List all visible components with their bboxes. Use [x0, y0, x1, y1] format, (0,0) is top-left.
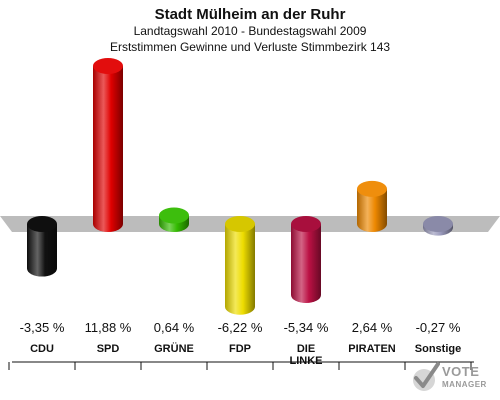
- category-label-gr-ne: GRÜNE: [154, 342, 194, 355]
- bar-cap-fdp: [225, 216, 255, 232]
- category-axis: CDU SPD GRÜNE FDP DIE LINKE PIRATEN Sonstige: [8, 342, 474, 370]
- bar-sonstige: [423, 216, 453, 236]
- value-label-cdu: -3,35 %: [20, 320, 65, 335]
- bar-cap-cdu: [27, 216, 57, 232]
- chart-subtitle-election: Landtagswahl 2010 - Bundestagswahl 2009: [133, 24, 367, 38]
- checkmark-icon: [413, 362, 440, 391]
- value-label-fdp: -6,22 %: [218, 320, 263, 335]
- value-labels-group: -3,35 % 11,88 % 0,64 % -6,22 % -5,34 % 2,64 %…: [20, 320, 461, 335]
- bar-end-die-linke: [291, 287, 321, 304]
- bar-die-linke: [291, 216, 321, 304]
- bar-body-spd: [93, 65, 123, 224]
- category-label-sonstige: Sonstige: [415, 343, 461, 355]
- value-label-spd: 11,88 %: [85, 320, 132, 335]
- bar-cap-sonstige: [423, 216, 453, 232]
- logo-line1: VOTE: [442, 364, 480, 379]
- vote-manager-logo: VOTE MANAGER: [412, 358, 494, 396]
- bar-cap-spd: [93, 57, 123, 74]
- chart-subtitle-district: Erststimmen Gewinne und Verluste Stimmbe…: [109, 40, 391, 54]
- bar-spd: [93, 57, 123, 232]
- category-label-fdp: FDP: [229, 343, 251, 355]
- bar-body-die-linke: [291, 224, 321, 296]
- bar-piraten: [357, 180, 387, 232]
- category-label-spd: SPD: [97, 343, 120, 355]
- category-label-piraten: PIRATEN: [348, 343, 396, 355]
- chart-title: Stadt Mülheim an der Ruhr: [154, 6, 346, 23]
- value-label-sonstige: -0,27 %: [416, 320, 461, 335]
- bar-body-fdp: [225, 224, 255, 307]
- bar-gr-ne: [159, 207, 189, 232]
- bar-cdu: [27, 216, 57, 277]
- bar-fdp: [225, 216, 255, 315]
- bars-group: [27, 57, 453, 315]
- value-label-gr-ne: 0,64 %: [154, 320, 195, 335]
- bar-cap-die-linke: [291, 216, 321, 232]
- bar-end-fdp: [225, 298, 255, 315]
- value-label-die-linke: -5,34 %: [284, 320, 329, 335]
- bar-cap-gr-ne: [159, 207, 189, 224]
- logo-line2: MANAGER: [442, 380, 487, 389]
- bar-end-cdu: [27, 260, 57, 277]
- bar-end-piraten: [357, 216, 387, 232]
- category-label-die-linke: DIE LINKE: [290, 343, 323, 367]
- category-label-cdu: CDU: [30, 343, 54, 355]
- bar-end-spd: [93, 216, 123, 232]
- value-label-piraten: 2,64 %: [352, 320, 393, 335]
- bar-cap-piraten: [357, 180, 387, 197]
